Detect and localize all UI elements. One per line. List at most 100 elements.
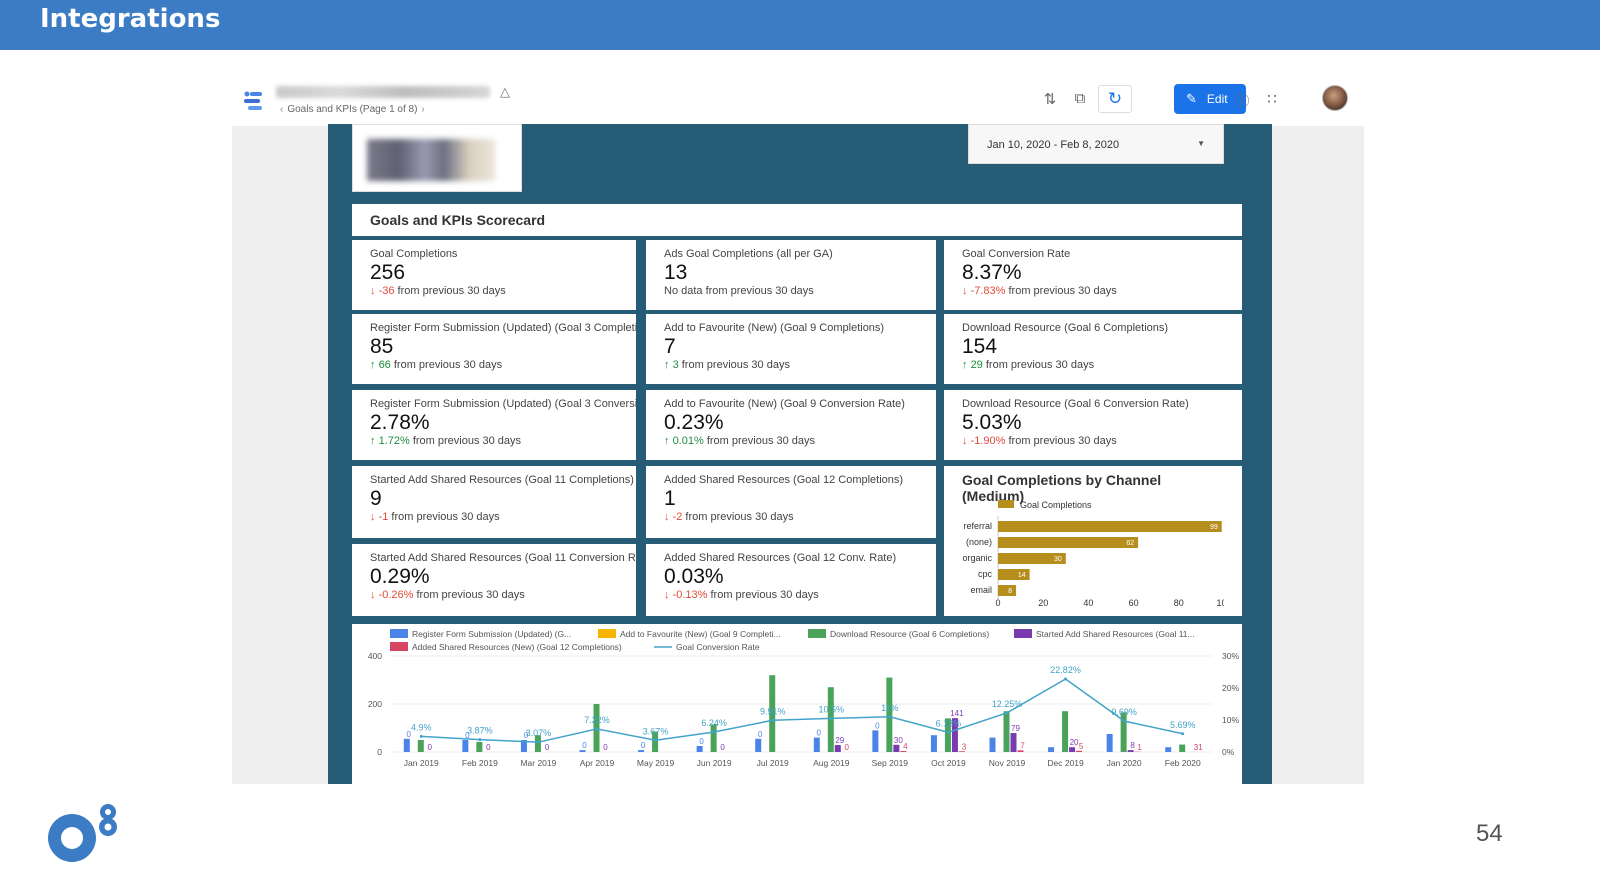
help-icon[interactable]: ⓘ (1234, 93, 1250, 110)
arrow-down-icon: ↓ (370, 511, 379, 523)
bar-data-label: 29 (835, 736, 844, 745)
bar-data-label: 0 (758, 730, 763, 739)
line-point (1181, 732, 1185, 736)
bar-data-label: 5 (1079, 742, 1084, 751)
copy-icon[interactable]: ⧉ (1074, 90, 1086, 107)
scorecard-delta-value: -1.90% (970, 435, 1006, 447)
scorecard: Started Add Shared Resources (Goal 11 Co… (352, 466, 636, 538)
arrow-down-icon: ↓ (664, 589, 673, 601)
edit-button[interactable]: ✎ Edit (1174, 84, 1246, 114)
line-point (595, 727, 599, 731)
fit-icon[interactable]: ⇅ (1043, 91, 1057, 108)
line-data-label: 3.87% (467, 726, 493, 736)
bar-data-label: 0 (603, 743, 608, 752)
arrow-down-icon: ↓ (370, 589, 379, 601)
bar-value-label: 8 (1008, 588, 1012, 595)
category-label: email (970, 585, 992, 595)
trend-bar (403, 738, 410, 752)
scorecard-label: Register Form Submission (Updated) (Goal… (370, 398, 636, 410)
bar-value-label: 14 (1018, 572, 1026, 579)
legend-entry: Started Add Shared Resources (Goal 11... (1036, 629, 1195, 639)
trend-bar (930, 735, 937, 752)
scorecard-delta: ↓ -36 from previous 30 days (370, 285, 618, 297)
scorecard-value: 5.03% (962, 411, 1022, 434)
scorecard: Added Shared Resources (Goal 12 Completi… (646, 466, 936, 538)
line-data-label: 3.67% (643, 726, 669, 736)
category-label: referral (963, 521, 992, 531)
bar-value-label: 99 (1210, 524, 1218, 531)
scorecard-label: Add to Favourite (New) (Goal 9 Conversio… (664, 398, 905, 410)
scorecard-value: 154 (962, 335, 998, 358)
company-logo-redacted (352, 124, 522, 192)
line-data-label: 22.82% (1050, 665, 1081, 675)
bar-data-label: 0 (641, 741, 646, 750)
refresh-icon[interactable]: ↻ (1098, 85, 1132, 113)
trend-bar (900, 751, 907, 752)
trend-bar (989, 737, 996, 752)
bar-data-label: 0 (428, 743, 433, 752)
drive-icon[interactable]: △ (500, 84, 510, 99)
report-canvas: Jan 10, 2020 - Feb 8, 2020 ▼ Goals and K… (328, 124, 1272, 784)
scorecard-label: Goal Completions (370, 248, 458, 260)
scorecard-value: 0.23% (664, 411, 724, 434)
scorecard-delta-value: 66 (378, 359, 391, 371)
prev-page-icon[interactable]: ‹ (280, 104, 284, 115)
avatar[interactable] (1322, 85, 1348, 111)
scorecard-delta-suffix: from previous 30 days (1005, 435, 1117, 447)
scorecard-delta: ↓ -1 from previous 30 days (370, 511, 618, 523)
arrow-up-icon: ↑ (962, 359, 971, 371)
page-navigator[interactable]: ‹ Goals and KPIs (Page 1 of 8) › (276, 104, 429, 115)
channel-bar (998, 585, 1017, 596)
arrow-up-icon: ↑ (664, 435, 673, 447)
scorecard-delta-value: -36 (378, 285, 395, 297)
legend-entry: Goal Conversion Rate (676, 642, 760, 652)
trend-bar (951, 718, 958, 752)
trend-bar (579, 750, 586, 752)
bar-data-label: 0 (545, 743, 550, 752)
conversion-rate-line (421, 678, 1183, 743)
scorecard-delta: ↓ -0.13% from previous 30 days (664, 589, 918, 601)
logo-blur (367, 139, 495, 181)
scorecard: Ads Goal Completions (all per GA) 13 No da… (646, 240, 936, 310)
scorecard-delta-suffix: from previous 30 days (394, 285, 506, 297)
arrow-up-icon: ↑ (370, 435, 379, 447)
scorecard-delta-suffix: from previous 30 days (388, 511, 500, 523)
line-point (478, 738, 482, 742)
apps-grid-icon[interactable]: ∷ (1267, 91, 1277, 108)
x-tick-label: Jan 2019 (404, 758, 439, 768)
scorecard-delta-suffix: from previous 30 days (1005, 285, 1117, 297)
x-tick-label: 80 (1174, 598, 1184, 608)
legend-entry: Download Resource (Goal 6 Completions) (830, 629, 989, 639)
trend-bar (1017, 750, 1024, 752)
y-tick-label: 400 (368, 651, 382, 661)
arrow-down-icon: ↓ (664, 511, 673, 523)
scorecard-delta-value: -1 (378, 511, 389, 523)
datastudio-screenshot: △ ‹ Goals and KPIs (Page 1 of 8) › ⇅ ⧉ ↻ ✎… (232, 84, 1364, 784)
category-label: cpc (978, 569, 993, 579)
channel-chart-card: Goal Completions by Channel (Medium) Goa… (944, 466, 1242, 616)
trend-bar (520, 740, 527, 752)
trend-bar (813, 737, 820, 752)
scorecard: Goal Completions 256 ↓ -36 from previous 3… (352, 240, 636, 310)
arrow-up-icon: ↑ (370, 359, 379, 371)
scorecard-delta: ↓ -1.90% from previous 30 days (962, 435, 1224, 447)
scorecard-delta: ↑ 0.01% from previous 30 days (664, 435, 918, 447)
y-tick-label: 200 (368, 699, 382, 709)
channel-bar-chart: Goal Completions referral 99 (none) 62 organi… (962, 500, 1224, 608)
legend-entry: Add to Favourite (New) (Goal 9 Completi.… (620, 629, 781, 639)
next-page-icon[interactable]: › (421, 104, 425, 115)
trend-bar (958, 751, 965, 752)
date-range-picker[interactable]: Jan 10, 2020 - Feb 8, 2020 ▼ (968, 124, 1224, 164)
scorecard-delta-value: -7.83% (970, 285, 1006, 297)
trend-bar (638, 750, 645, 752)
bar-data-label: 141 (950, 709, 964, 718)
x-tick-label: Aug 2019 (813, 758, 850, 768)
x-tick-label: 0 (995, 598, 1000, 608)
x-tick-label: 60 (1129, 598, 1139, 608)
line-point (1122, 719, 1126, 723)
scorecard-label: Added Shared Resources (Goal 12 Conv. Ra… (664, 552, 897, 564)
trend-bar (872, 730, 879, 752)
bar-data-label: 0 (582, 741, 587, 750)
scorecard-delta: ↑ 29 from previous 30 days (962, 359, 1224, 371)
scorecard-section-title: Goals and KPIs Scorecard (352, 204, 1242, 236)
